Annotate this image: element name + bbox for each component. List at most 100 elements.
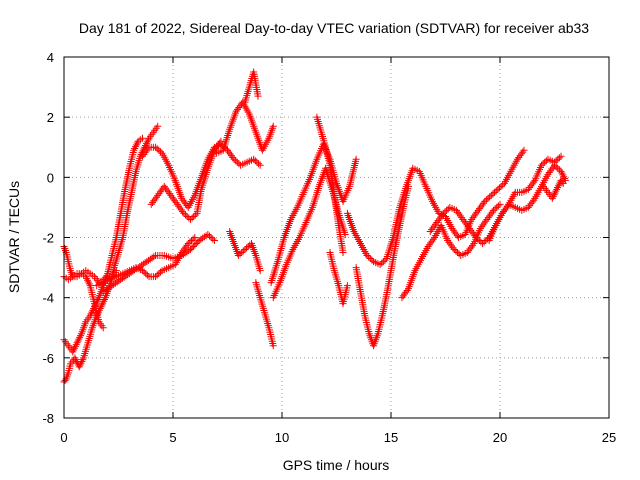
- data-point: [142, 140, 150, 148]
- data-point: [479, 221, 487, 229]
- data-point: [229, 153, 237, 161]
- data-point: [225, 148, 233, 156]
- series-arc16: [326, 249, 351, 308]
- series-arc5: [93, 234, 199, 290]
- data-point: [144, 136, 152, 144]
- data-point: [486, 212, 494, 220]
- x-tick-label: 5: [169, 430, 176, 445]
- data-point: [539, 160, 547, 168]
- data-point: [527, 200, 535, 208]
- data-point: [401, 290, 409, 298]
- data-point: [480, 219, 488, 227]
- gridlines: [64, 57, 609, 418]
- data-point: [241, 246, 249, 254]
- data-point: [256, 161, 264, 169]
- data-point: [545, 169, 553, 177]
- data-point: [172, 199, 180, 207]
- data-point: [206, 232, 214, 240]
- data-point: [482, 217, 490, 225]
- data-point: [175, 202, 183, 210]
- data-point: [155, 190, 163, 198]
- data-point: [475, 237, 483, 245]
- data-point: [365, 253, 373, 261]
- data-point: [100, 297, 108, 305]
- data-point: [493, 203, 501, 211]
- data-point: [456, 212, 464, 220]
- data-point: [244, 243, 252, 251]
- data-point: [368, 256, 376, 264]
- data-point: [430, 222, 438, 230]
- data-point: [444, 205, 452, 213]
- series-arc15: [313, 113, 347, 257]
- data-point: [428, 226, 436, 234]
- data-point: [431, 220, 439, 228]
- data-point: [143, 138, 151, 146]
- x-tick-label: 15: [384, 430, 398, 445]
- data-point: [460, 217, 468, 225]
- data-point: [466, 245, 474, 253]
- y-tick-label: 0: [47, 170, 54, 185]
- data-point: [439, 209, 447, 217]
- data-point: [69, 348, 77, 356]
- chart-title: Day 181 of 2022, Sidereal Day-to-day VTE…: [79, 20, 589, 36]
- data-point: [83, 274, 91, 282]
- data-point: [366, 255, 374, 263]
- data-point: [403, 286, 411, 294]
- data-point: [188, 237, 196, 245]
- data-point: [544, 170, 552, 178]
- data-point: [151, 195, 159, 203]
- data-point: [487, 210, 495, 218]
- data-point: [469, 214, 477, 222]
- data-point: [496, 200, 504, 208]
- data-point: [166, 190, 174, 198]
- data-point: [186, 246, 194, 254]
- data-point: [549, 193, 557, 201]
- y-tick-label: -6: [42, 351, 54, 366]
- data-point: [428, 237, 436, 245]
- data-point: [435, 215, 443, 223]
- data-point: [255, 160, 263, 168]
- data-point: [443, 206, 451, 214]
- data-point: [455, 210, 463, 218]
- data-point: [474, 235, 482, 243]
- data-point: [86, 312, 94, 320]
- data-point: [560, 173, 568, 181]
- data-point: [152, 143, 160, 151]
- data-point: [454, 208, 462, 216]
- data-point: [207, 234, 215, 241]
- data-point: [528, 198, 536, 206]
- data-point: [253, 158, 261, 166]
- data-point: [554, 182, 562, 190]
- data-point: [70, 344, 78, 352]
- data-point: [142, 270, 150, 278]
- data-point: [515, 153, 523, 161]
- data-point: [251, 157, 259, 165]
- data-point: [527, 182, 535, 190]
- data-point: [256, 267, 264, 275]
- y-tick-label: -8: [42, 411, 54, 426]
- data-point: [437, 213, 445, 221]
- data-point: [376, 261, 384, 269]
- data-point: [76, 361, 84, 369]
- data-point: [182, 211, 190, 219]
- data-point: [468, 228, 476, 236]
- data-point: [489, 190, 497, 198]
- data-point: [537, 161, 545, 169]
- data-point: [469, 230, 477, 238]
- series-arc9: [213, 98, 277, 157]
- x-tick-label: 25: [602, 430, 616, 445]
- data-point: [173, 200, 181, 208]
- x-tick-label: 20: [493, 430, 507, 445]
- data-point: [381, 256, 389, 264]
- data-point: [180, 209, 188, 217]
- data-point: [363, 252, 371, 260]
- series-arc10: [241, 68, 262, 106]
- data-point: [465, 224, 473, 232]
- data-point: [429, 224, 437, 232]
- data-point: [167, 191, 175, 199]
- data-point: [481, 197, 489, 205]
- data-point: [479, 240, 487, 248]
- data-point: [190, 212, 198, 220]
- data-point: [552, 187, 560, 195]
- data-point: [226, 150, 234, 158]
